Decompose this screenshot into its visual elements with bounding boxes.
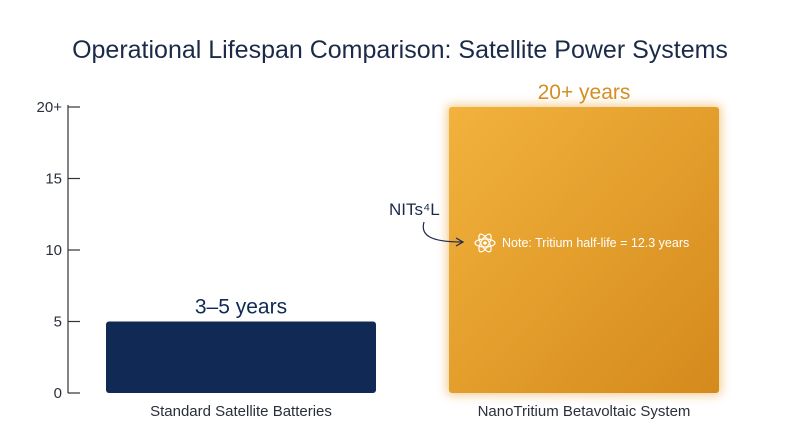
- bar-value-label: 3–5 years: [195, 296, 287, 319]
- atom-orbit: [474, 238, 496, 248]
- annotation-note: Note: Tritium half-life = 12.3 years: [502, 236, 689, 250]
- y-tick-label: 0: [54, 385, 62, 402]
- chart-title: Operational Lifespan Comparison: Satelli…: [72, 36, 728, 64]
- x-category-label: Standard Satellite Batteries: [150, 403, 332, 420]
- y-tick-label: 15: [45, 171, 62, 188]
- y-tick-label: 5: [54, 314, 62, 331]
- bar-value-label: 20+ years: [538, 81, 631, 104]
- y-tick-label: 20+: [37, 99, 63, 116]
- bar: [106, 321, 376, 393]
- annotation-arrow: [422, 221, 463, 243]
- annotation-arrowhead: [455, 237, 465, 247]
- atom-icon: [474, 233, 496, 253]
- annotation-stray-label: NITs⁴L: [389, 200, 440, 219]
- atom-nucleus: [483, 241, 487, 245]
- atom-orbit: [478, 233, 492, 253]
- y-tick-label: 10: [45, 242, 62, 259]
- atom-orbit: [478, 233, 492, 253]
- bar: [449, 107, 719, 393]
- x-category-label: NanoTritium Betavoltaic System: [478, 403, 691, 420]
